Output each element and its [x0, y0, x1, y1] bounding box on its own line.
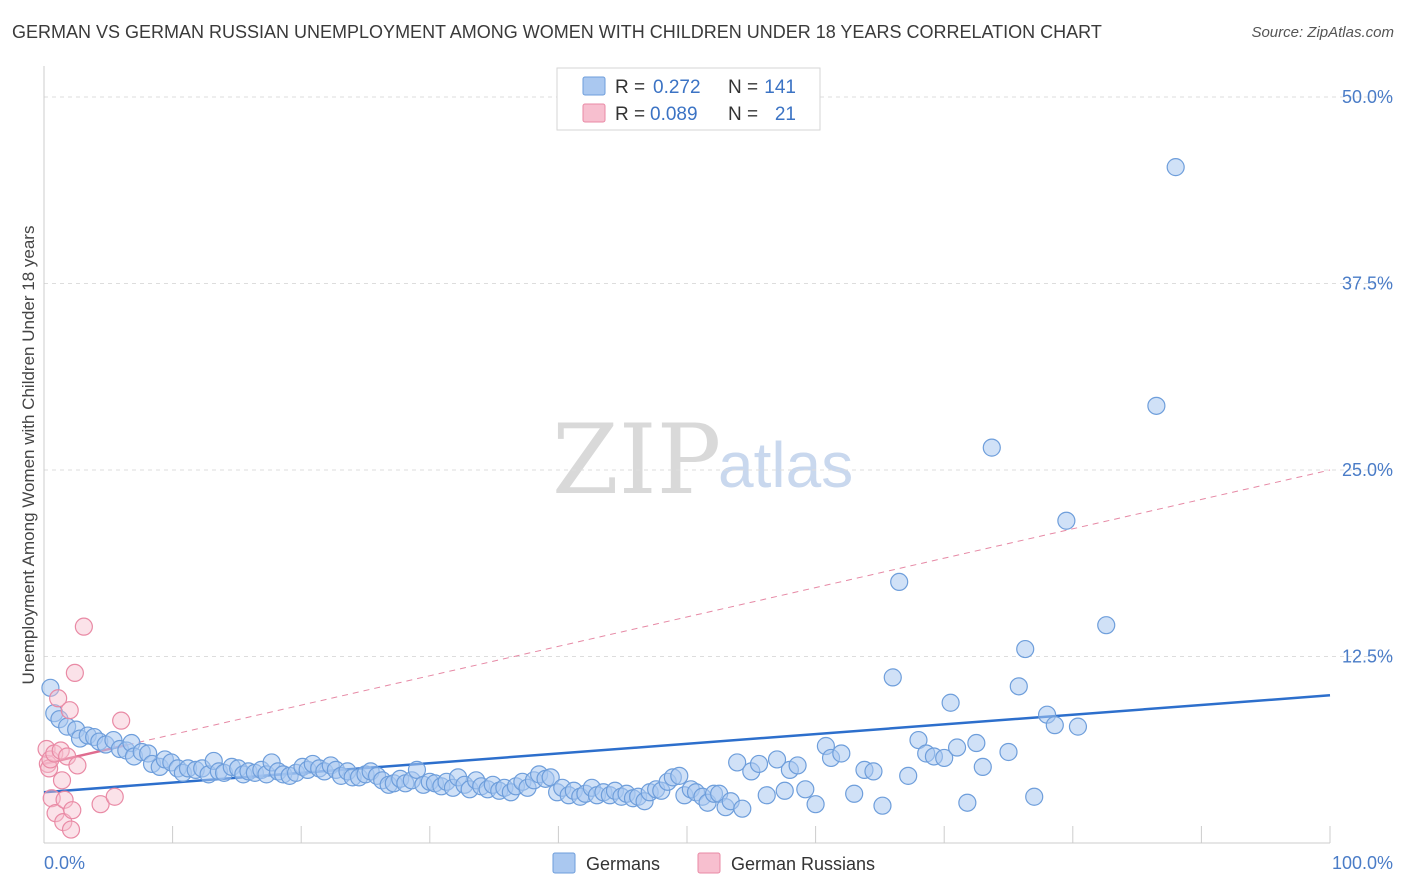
- point-germans: [899, 766, 918, 785]
- point-german-russians: [49, 689, 68, 708]
- x-tick-label: 0.0%: [44, 853, 85, 873]
- legend-r-value: 0.272: [653, 77, 701, 98]
- points-layer: [37, 158, 1185, 839]
- point-german-russians: [60, 701, 79, 720]
- point-germans: [973, 757, 992, 777]
- y-tick-label: 37.5%: [1342, 274, 1393, 294]
- point-germans: [1009, 677, 1028, 696]
- point-german-russians: [91, 795, 110, 814]
- watermark: ZIP atlas: [552, 404, 853, 516]
- point-germans: [1016, 639, 1035, 659]
- source-label: Source: ZipAtlas.com: [1251, 24, 1394, 41]
- point-germans: [806, 795, 825, 814]
- point-germans: [935, 748, 954, 768]
- stats-legend: R = 0.272 N = 141 R = 0.089 N = 21: [556, 67, 821, 131]
- bottom-legend-german-russians: German Russians: [731, 854, 875, 874]
- point-german-russians: [52, 771, 72, 790]
- point-germans: [1166, 158, 1185, 177]
- point-german-russians: [58, 747, 77, 766]
- legend-swatch-germans: [582, 76, 606, 96]
- legend-r-label: R =: [615, 77, 645, 98]
- point-germans: [845, 784, 864, 803]
- y-tick-label: 25.0%: [1342, 460, 1393, 480]
- bottom-legend-germans: Germans: [586, 854, 660, 874]
- point-germans: [1057, 511, 1076, 530]
- point-germans: [1045, 716, 1064, 735]
- legend-n-value: 21: [775, 104, 796, 125]
- point-germans: [670, 766, 689, 785]
- trend-layer: [43, 469, 1331, 794]
- point-germans: [999, 742, 1018, 762]
- grid-layer: [44, 96, 1394, 657]
- point-german-russians: [74, 617, 93, 636]
- point-germans: [909, 730, 928, 750]
- point-german-russians: [63, 801, 82, 820]
- point-germans: [883, 668, 902, 687]
- bottom-legend-swatch-german-russians: [697, 852, 721, 874]
- point-germans: [767, 750, 787, 769]
- point-germans: [890, 572, 909, 592]
- y-tick-label: 12.5%: [1342, 647, 1393, 667]
- axis-layer: 12.5% 25.0% 37.5% 50.0% 0.0% 100.0%: [43, 66, 1393, 873]
- x-tick-label: 100.0%: [1332, 853, 1393, 873]
- point-germans: [757, 786, 776, 805]
- legend-n-value: 141: [764, 77, 796, 98]
- point-germans: [775, 781, 794, 800]
- point-germans: [873, 796, 892, 815]
- legend-r-value: 0.089: [650, 104, 698, 125]
- series-legend: Germans German Russians: [552, 852, 875, 874]
- watermark-zip: ZIP: [552, 404, 721, 516]
- point-germans: [728, 753, 747, 772]
- point-germans: [958, 793, 977, 812]
- legend-swatch-german-russians: [582, 103, 606, 123]
- point-germans: [1068, 717, 1088, 736]
- point-german-russians: [105, 787, 124, 806]
- point-germans: [788, 756, 807, 775]
- point-germans: [749, 754, 769, 774]
- point-germans: [967, 733, 986, 753]
- y-axis-label: Unemployment Among Women with Children U…: [19, 226, 38, 685]
- bottom-legend-swatch-germans: [552, 852, 576, 874]
- point-german-russians: [68, 756, 87, 775]
- legend-n-label: N =: [728, 104, 758, 125]
- point-germans: [982, 438, 1001, 457]
- point-germans: [1147, 396, 1166, 415]
- point-german-russians: [61, 820, 81, 839]
- point-germans: [733, 799, 752, 818]
- point-germans: [941, 693, 960, 712]
- legend-n-label: N =: [728, 77, 758, 98]
- trendline-german-russians-dashed: [127, 469, 1331, 746]
- chart-title: GERMAN VS GERMAN RUSSIAN UNEMPLOYMENT AM…: [12, 22, 1102, 42]
- point-german-russians: [112, 711, 131, 730]
- point-germans: [947, 738, 967, 757]
- point-germans: [832, 744, 851, 763]
- point-germans: [796, 780, 815, 799]
- watermark-atlas: atlas: [718, 429, 853, 501]
- point-germans: [1097, 616, 1116, 635]
- legend-r-label: R =: [615, 104, 645, 125]
- point-germans: [1025, 787, 1044, 806]
- point-german-russians: [65, 663, 84, 683]
- y-tick-label: 50.0%: [1342, 87, 1393, 107]
- point-germans: [864, 762, 883, 781]
